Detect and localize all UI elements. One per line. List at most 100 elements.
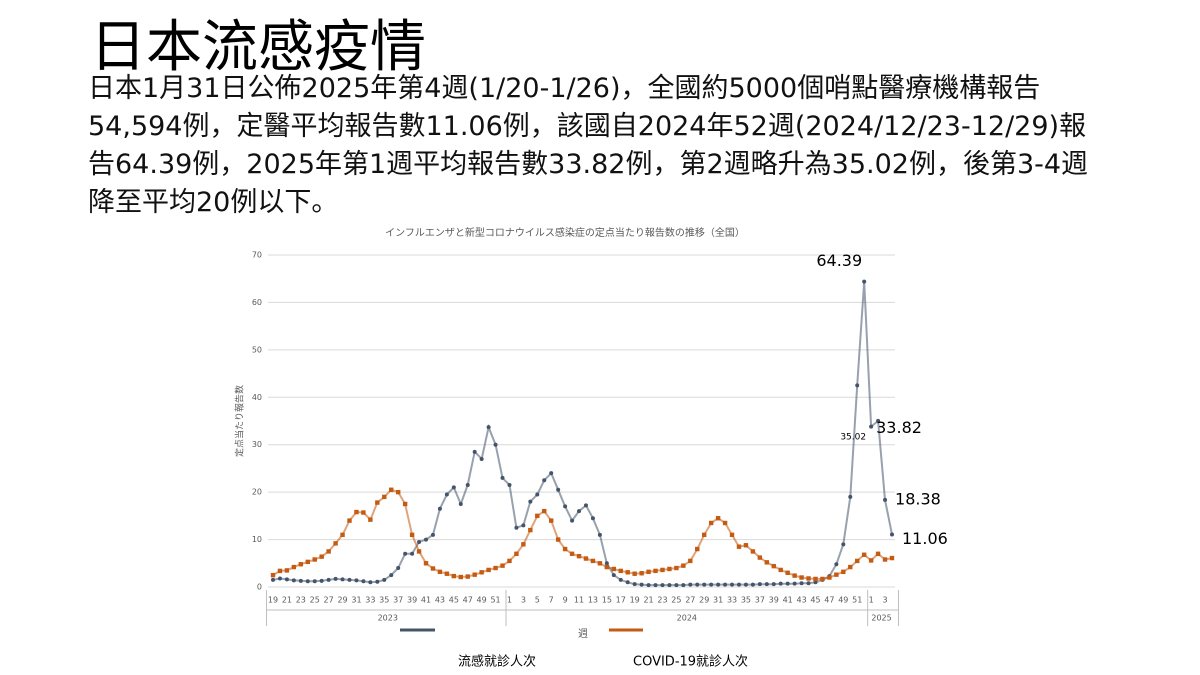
- point: [576, 553, 582, 559]
- point: [716, 582, 721, 587]
- point: [298, 578, 303, 583]
- point: [424, 537, 429, 542]
- x-tick-label: 7: [549, 596, 554, 605]
- point: [493, 442, 498, 447]
- point: [695, 582, 700, 587]
- point: [542, 478, 547, 483]
- point: [799, 575, 804, 580]
- x-tick-label: 3: [882, 596, 887, 605]
- point: [750, 549, 756, 554]
- point: [799, 581, 804, 586]
- x-group-label: 2023: [378, 614, 398, 623]
- point: [458, 502, 463, 506]
- point: [653, 583, 658, 588]
- point: [862, 279, 867, 284]
- point: [333, 541, 338, 546]
- point: [729, 532, 735, 538]
- x-tick-label: 51: [490, 596, 500, 605]
- point: [764, 560, 770, 565]
- point: [500, 563, 505, 568]
- text-line: 告64.39例，2025年第1週平均報告數33.82例，第2週略升為35.02例…: [88, 149, 1089, 180]
- point: [409, 532, 415, 538]
- point: [347, 518, 352, 523]
- point: [667, 583, 672, 588]
- point: [479, 456, 484, 461]
- point: [417, 539, 422, 544]
- point: [514, 551, 519, 556]
- point: [834, 562, 839, 567]
- point: [326, 577, 331, 582]
- y-tick-label: 20: [252, 488, 262, 497]
- data-label: 35.02: [840, 432, 866, 442]
- point: [319, 578, 324, 583]
- x-tick-label: 47: [463, 596, 473, 605]
- point: [528, 499, 533, 504]
- data-label: 11.06: [902, 529, 948, 548]
- point: [444, 571, 450, 576]
- point: [590, 558, 596, 564]
- y-tick-label: 0: [257, 583, 262, 592]
- x-tick-label: 45: [810, 596, 820, 605]
- point: [688, 582, 693, 587]
- point: [715, 516, 721, 521]
- point: [861, 552, 867, 557]
- chart-title: インフルエンザと新型コロナウイルス感染症の定点当たり報告数の推移（全国）: [385, 226, 745, 239]
- point: [625, 570, 630, 575]
- series-line: [272, 488, 893, 580]
- point: [451, 573, 457, 579]
- data-label: 33.82: [876, 418, 922, 437]
- point: [771, 563, 776, 569]
- x-tick-label: 21: [282, 596, 292, 605]
- point: [869, 424, 874, 429]
- x-tick-label: 51: [852, 596, 862, 605]
- x-tick-label: 27: [324, 596, 334, 605]
- x-tick-label: 23: [657, 596, 667, 605]
- point: [611, 566, 616, 572]
- point: [618, 577, 623, 582]
- x-tick-label: 37: [755, 596, 765, 605]
- point: [472, 449, 477, 454]
- x-tick-label: 21: [643, 596, 653, 605]
- point: [437, 569, 443, 575]
- slide-title: 日本流感疫情: [90, 15, 426, 80]
- data-label: 18.38: [895, 489, 941, 508]
- point: [312, 579, 317, 584]
- x-tick-label: 5: [535, 596, 540, 605]
- x-tick-label: 47: [824, 596, 834, 605]
- point: [618, 568, 623, 574]
- point: [368, 580, 373, 585]
- point: [430, 532, 435, 537]
- point: [723, 582, 728, 587]
- point: [785, 570, 790, 575]
- point: [876, 418, 881, 423]
- y-tick-label: 40: [252, 393, 262, 402]
- x-tick-label: 9: [563, 596, 568, 605]
- point: [611, 573, 616, 578]
- point: [583, 556, 589, 561]
- x-tick-label: 37: [393, 596, 403, 605]
- point: [632, 571, 637, 576]
- y-tick-label: 50: [252, 345, 262, 354]
- point: [291, 564, 297, 570]
- x-tick-label: 35: [379, 596, 389, 605]
- point: [305, 579, 310, 584]
- point: [486, 425, 491, 430]
- point: [493, 565, 498, 571]
- point: [375, 500, 380, 505]
- point: [792, 573, 797, 578]
- x-tick-label: 41: [421, 596, 431, 605]
- text-line: 54,594例，定醫平均報告數11.06例，該國自2024年52週(2024/1…: [88, 111, 1087, 142]
- text-line: 降至平均20例以下。: [88, 187, 339, 218]
- point: [743, 582, 748, 587]
- point: [681, 563, 686, 568]
- point: [563, 504, 568, 509]
- point: [674, 583, 679, 588]
- x-tick-label: 49: [477, 596, 487, 605]
- y-tick-label: 10: [252, 535, 262, 544]
- x-tick-label: 35: [741, 596, 751, 605]
- y-tick-label: 60: [252, 298, 262, 307]
- point: [556, 487, 561, 492]
- point: [604, 564, 610, 570]
